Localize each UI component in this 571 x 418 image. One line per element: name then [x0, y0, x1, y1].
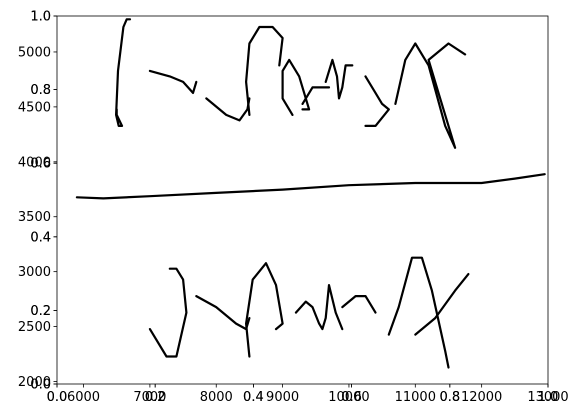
- middle-x-tick-label: 0.0: [47, 390, 68, 405]
- outer-x-tick-label: 0.6: [341, 390, 362, 405]
- stroke-line-3: [205, 97, 251, 122]
- axes-border: [56, 15, 549, 385]
- middle-y-tick-label: 0.0: [30, 378, 51, 393]
- middle-x-tick-label: 0.6: [341, 390, 362, 405]
- outer-y-tick-label: 0.0: [30, 378, 51, 393]
- middle-y-tick-label: 0.2: [30, 304, 51, 319]
- outer-y-tick-label: 0.4: [30, 230, 51, 245]
- inner-x-tick-label: 11000: [395, 390, 436, 405]
- inner-x-tick-label: 8000: [200, 390, 233, 405]
- tick-labels: 0.0 0.2 0.4 0.6 0.8 1.00.00.20.40.60.81.00.0 0…: [18, 10, 569, 406]
- stroke-line-10: [75, 173, 546, 200]
- inner-x-tick-label: 6000: [67, 390, 100, 405]
- middle-y-tick-label: 0.4: [30, 230, 51, 245]
- inner-x-tick-label: 13000: [527, 390, 568, 405]
- stroke-line-7: [324, 58, 354, 100]
- stroke-line-17: [414, 273, 470, 336]
- middle-x-tick-label: 1.0: [538, 390, 559, 405]
- stroke-line-6: [301, 86, 331, 106]
- middle-x-tick-label: 0.8: [439, 390, 460, 405]
- outer-x-tick-label: 0.4: [243, 390, 264, 405]
- stroke-line-2: [148, 69, 198, 95]
- middle-y-tick-label: 0.8: [30, 83, 51, 98]
- outer-x-tick-label: 0.2: [145, 390, 166, 405]
- stroke-line-5: [281, 58, 311, 117]
- outer-x-tick-label: 0.8: [439, 390, 460, 405]
- plot-series: [75, 18, 546, 369]
- stroke-line-4: [245, 25, 284, 117]
- inner-y-tick-label: 4000: [18, 155, 51, 170]
- inner-y-tick-label: 2000: [18, 375, 51, 390]
- outer-y-tick-label: 0.8: [30, 83, 51, 98]
- stroke-line-13: [245, 262, 284, 358]
- axes-frame: [56, 15, 549, 385]
- stroke-line-15: [341, 295, 377, 314]
- inner-x-tick-label: 10000: [328, 390, 369, 405]
- stroke-line-14: [294, 284, 344, 331]
- outer-y-tick-label: 0.6: [30, 157, 51, 172]
- stroke-line-12: [195, 295, 251, 331]
- outer-x-tick-label: 1.0: [538, 390, 559, 405]
- stroke-line-11: [148, 267, 188, 358]
- inner-x-tick-label: 7000: [133, 390, 166, 405]
- inner-y-tick-label: 4500: [18, 100, 51, 115]
- outer-y-tick-label: 1.0: [30, 10, 51, 25]
- middle-y-tick-label: 0.6: [30, 157, 51, 172]
- stroke-line-9: [394, 42, 467, 149]
- middle-y-tick-label: 1.0: [30, 10, 51, 25]
- inner-x-tick-label: 9000: [266, 390, 299, 405]
- outer-y-tick-label: 0.2: [30, 304, 51, 319]
- stroke-line-8: [364, 75, 390, 128]
- inner-y-tick-label: 2500: [18, 320, 51, 335]
- inner-y-tick-label: 3000: [18, 265, 51, 280]
- middle-x-tick-label: 0.4: [243, 390, 264, 405]
- inner-y-tick-label: 3500: [18, 210, 51, 225]
- outer-x-tick-label: 0.0: [47, 390, 68, 405]
- middle-x-tick-label: 0.2: [145, 390, 166, 405]
- stroke-line-1: [114, 18, 132, 128]
- inner-x-tick-label: 12000: [461, 390, 502, 405]
- inner-y-tick-label: 5000: [18, 45, 51, 60]
- stroke-line-16: [387, 256, 450, 369]
